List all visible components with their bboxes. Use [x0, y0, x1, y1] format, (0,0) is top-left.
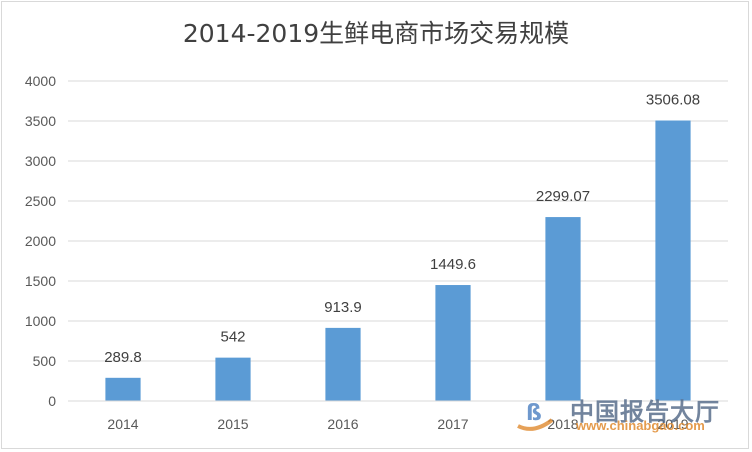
chart-title: 2014-2019生鲜电商市场交易规模	[182, 19, 570, 48]
y-axis-ticks: 0 500 1000 1500 2000 2500 3000 3500 4000	[25, 73, 56, 409]
bar	[435, 285, 471, 401]
y-tick-label: 3500	[25, 113, 56, 129]
y-tick-label: 0	[48, 393, 56, 409]
watermark-text: 中国报告大厅	[570, 398, 720, 426]
watermark-url: www.chinabgao.com	[576, 418, 705, 433]
x-axis-ticks: 2014 2015 2016 2017 2018 2019	[107, 416, 688, 432]
x-tick-label: 2018	[547, 416, 578, 432]
svg-text:ß: ß	[526, 401, 542, 426]
bars	[105, 120, 691, 401]
watermark-logo-icon: ß	[517, 401, 554, 431]
y-tick-label: 500	[33, 353, 57, 369]
y-tick-label: 1500	[25, 273, 56, 289]
data-label: 289.8	[104, 349, 142, 366]
data-labels: 289.8 542 913.9 1449.6 2299.07 3506.08	[104, 92, 700, 366]
y-tick-label: 2500	[25, 193, 56, 209]
y-tick-label: 4000	[25, 73, 56, 89]
gridlines	[68, 80, 728, 362]
watermark: ß 中国报告大厅 www.chinabgao.com	[512, 390, 742, 440]
data-label: 1449.6	[430, 256, 476, 273]
y-tick-label: 2000	[25, 233, 56, 249]
bar	[545, 217, 581, 401]
y-tick-label: 3000	[25, 153, 56, 169]
bar	[215, 357, 251, 401]
data-label: 2299.07	[536, 188, 590, 205]
bar	[105, 377, 141, 401]
data-label: 542	[220, 329, 245, 346]
bar	[655, 120, 691, 401]
data-label: 913.9	[324, 299, 362, 316]
data-label: 3506.08	[646, 92, 700, 109]
bar	[325, 327, 361, 401]
x-tick-label: 2014	[107, 416, 138, 432]
y-tick-label: 1000	[25, 313, 56, 329]
x-tick-label: 2019	[657, 416, 688, 432]
x-tick-label: 2017	[437, 416, 468, 432]
x-tick-label: 2016	[327, 416, 358, 432]
x-tick-label: 2015	[217, 416, 248, 432]
